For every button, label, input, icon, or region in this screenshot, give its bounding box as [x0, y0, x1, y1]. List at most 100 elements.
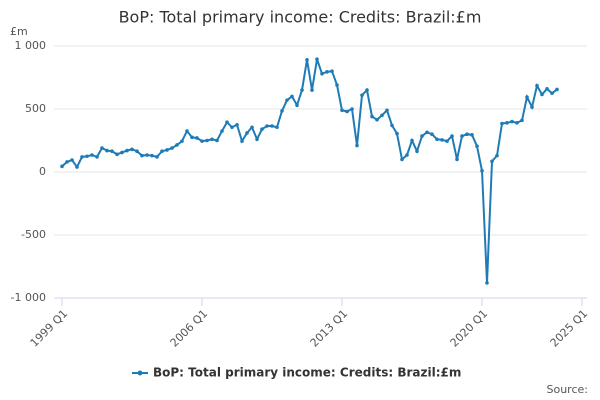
point	[295, 103, 299, 108]
point	[170, 146, 174, 150]
point	[510, 119, 514, 124]
point	[500, 121, 504, 126]
point	[260, 127, 264, 131]
point	[150, 153, 154, 158]
point	[125, 148, 129, 153]
point	[130, 147, 134, 152]
point	[395, 131, 399, 136]
point	[355, 143, 359, 148]
point	[200, 139, 204, 143]
y-tick-label: -500	[21, 228, 46, 241]
point	[220, 129, 224, 133]
y-unit: £m	[10, 25, 28, 38]
y-tick-label: -1 000	[11, 291, 46, 304]
point	[435, 137, 439, 142]
point	[105, 148, 109, 153]
point	[400, 157, 404, 162]
point	[360, 93, 364, 97]
point	[340, 108, 344, 113]
x-tick-label: 1999 Q1	[28, 307, 71, 350]
point	[145, 153, 149, 157]
point	[350, 107, 354, 111]
point	[370, 114, 374, 119]
point	[190, 135, 194, 140]
point	[80, 155, 84, 159]
point	[110, 149, 114, 154]
point	[185, 129, 189, 133]
point	[545, 87, 549, 91]
legend-label: BoP: Total primary income: Credits: Braz…	[153, 366, 461, 380]
point	[160, 149, 164, 154]
point	[385, 108, 389, 113]
point	[290, 94, 294, 99]
point	[175, 143, 179, 147]
point	[310, 88, 314, 92]
point	[205, 138, 209, 143]
x-tick-label: 2020 Q1	[448, 307, 491, 350]
point	[180, 139, 184, 143]
point	[315, 57, 319, 62]
point	[460, 134, 464, 138]
point	[120, 150, 124, 155]
point	[405, 153, 409, 157]
point	[380, 113, 384, 118]
point	[275, 125, 279, 130]
point	[325, 70, 329, 74]
point	[415, 149, 419, 154]
point	[430, 132, 434, 136]
point	[515, 121, 519, 125]
point	[490, 159, 494, 164]
point	[60, 164, 64, 169]
point	[85, 154, 89, 159]
point	[320, 71, 324, 76]
x-tick-label: 2025 Q1	[548, 307, 591, 350]
legend-marker	[137, 370, 143, 376]
point	[210, 137, 214, 142]
source: Source:	[547, 383, 589, 396]
x-tick-label: 2013 Q1	[308, 307, 351, 350]
point	[440, 138, 444, 142]
point	[445, 139, 449, 143]
point	[520, 118, 524, 123]
point	[135, 149, 139, 154]
point	[75, 165, 79, 169]
y-tick-label: 500	[25, 102, 46, 115]
point	[265, 124, 269, 128]
y-tick-label: 1 000	[15, 39, 47, 52]
point	[95, 155, 99, 159]
point	[225, 120, 229, 125]
point	[90, 153, 94, 157]
point	[245, 131, 249, 135]
point	[230, 125, 234, 130]
point	[285, 98, 289, 102]
point	[235, 122, 239, 127]
y-tick-label: 0	[39, 165, 46, 178]
point	[140, 153, 144, 158]
point	[65, 160, 69, 164]
point	[410, 138, 414, 143]
point	[155, 155, 159, 159]
point	[345, 109, 349, 114]
series-line	[61, 58, 558, 283]
point	[375, 117, 379, 122]
point	[70, 158, 74, 162]
point	[475, 144, 479, 148]
point	[250, 125, 254, 130]
chart-title: BoP: Total primary income: Credits: Braz…	[119, 8, 482, 27]
point	[365, 88, 369, 92]
point	[280, 109, 284, 113]
point	[450, 134, 454, 138]
point	[425, 130, 429, 135]
point	[465, 132, 469, 136]
point	[305, 58, 309, 62]
point	[480, 168, 484, 173]
point	[300, 88, 304, 92]
point	[525, 95, 529, 99]
point	[535, 83, 539, 88]
point	[100, 146, 104, 150]
point	[270, 124, 274, 128]
point	[335, 83, 339, 87]
point	[495, 153, 499, 158]
point	[530, 105, 534, 109]
